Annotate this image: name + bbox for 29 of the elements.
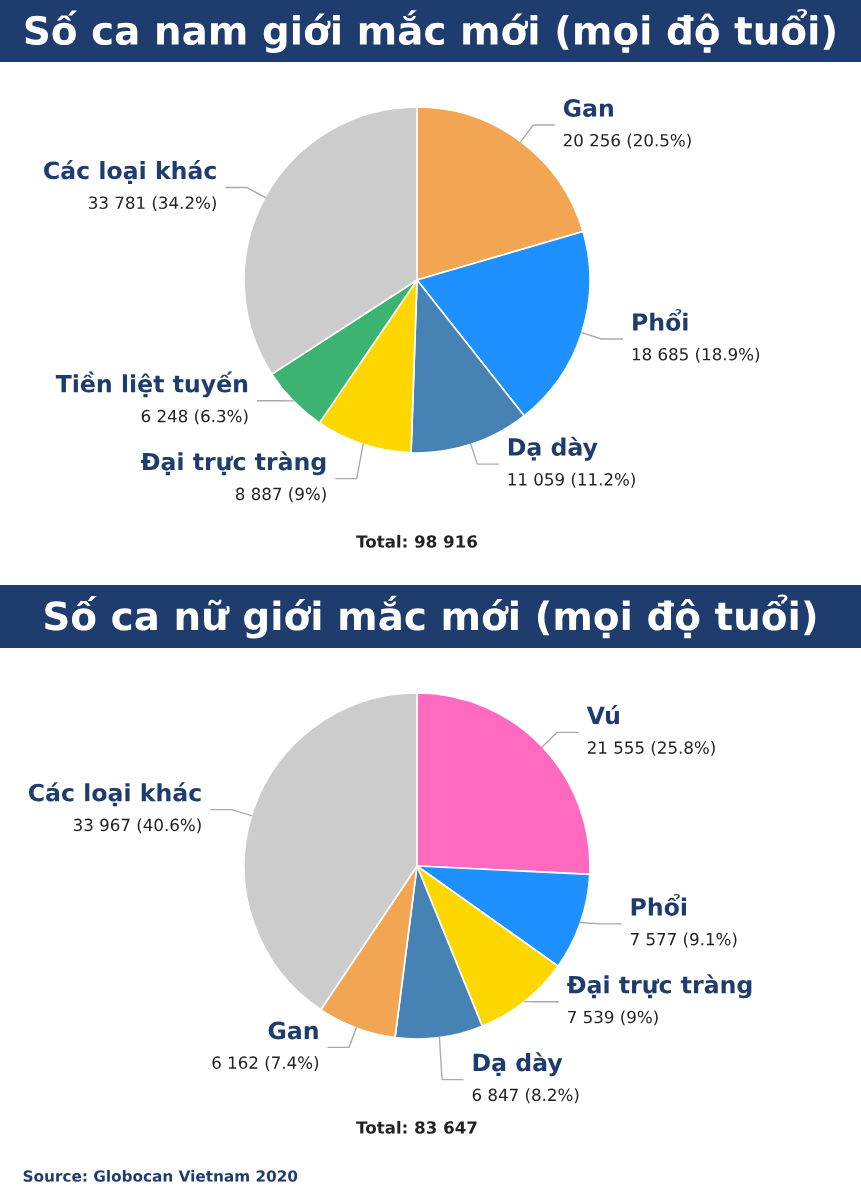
slice-label: Phổi	[633, 309, 688, 331]
data-label: 33 967 (40.6%)	[73, 818, 201, 834]
data-label: 6 847 (8.2%)	[472, 1088, 579, 1104]
slice-label: Các loại khác	[44, 160, 216, 184]
slice-label: Tiền liệt tuyến	[55, 371, 248, 398]
slice-label: Gan	[268, 1021, 318, 1040]
slice-label: Gan	[563, 99, 613, 117]
chart-title: Số ca nam giới mắc mới (mọi độ tuổi)	[25, 9, 835, 53]
data-label: 7 539 (9%)	[568, 1010, 658, 1026]
data-label: 21 555 (25.8%)	[587, 741, 715, 756]
data-label: 7 577 (9.1%)	[630, 932, 737, 948]
data-label: 8 887 (9%)	[235, 487, 326, 503]
slice-label: Các loại khác	[28, 782, 201, 807]
chart-title: Số ca nữ giới mắc mới (mọi độ tuổi)	[45, 594, 816, 639]
slice-label: Đại trực tràng	[141, 451, 326, 476]
data-label: 6 162 (7.4%)	[212, 1056, 319, 1071]
text: Total: 83 647	[356, 1120, 477, 1134]
slice-label: Đại trực tràng	[567, 974, 752, 999]
slice-label: Phổi	[631, 893, 686, 916]
source-note: Source: Globocan Vietnam 2020	[23, 1170, 298, 1182]
slice-label: Dạ dày	[473, 1052, 563, 1077]
data-label: 11 059 (11.2%)	[508, 472, 635, 488]
data-label: 6 248 (6.3%)	[141, 409, 248, 425]
data-label: 33 781 (34.2%)	[89, 196, 216, 211]
data-label: 20 256 (20.5%)	[563, 133, 691, 149]
text: Total: 98 916	[356, 534, 477, 548]
slice-label: Vú	[586, 705, 619, 725]
slice-label: Dạ dày	[508, 436, 598, 461]
data-label: 18 685 (18.9%)	[632, 347, 760, 363]
